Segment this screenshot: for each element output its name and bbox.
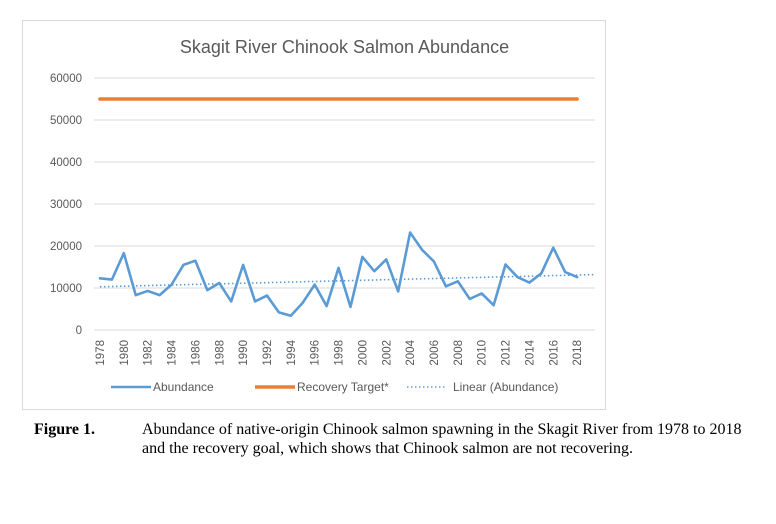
chart-title: Skagit River Chinook Salmon Abundance [180,37,509,57]
figure-caption-text: Abundance of native-origin Chinook salmo… [142,421,742,457]
legend-recovery-target-label: Recovery Target* [297,380,389,394]
x-tick-label: 2006 [429,340,441,366]
x-tick-label: 1992 [262,340,274,366]
y-tick-label: 0 [76,325,82,337]
y-tick-label: 30000 [50,199,82,211]
x-tick-label: 2002 [381,340,393,366]
x-tick-label: 1996 [310,340,322,366]
legend-abundance-label: Abundance [153,380,214,394]
y-tick-label: 20000 [50,241,82,253]
x-tick-label: 2000 [357,340,369,366]
x-tick-label: 1986 [190,340,202,366]
trendline-linear-abundance [99,273,596,288]
x-tick-label: 1988 [214,340,226,366]
x-tick-label: 2016 [548,340,560,366]
x-tick-label: 1990 [238,340,250,366]
figure-label: Figure 1. [34,421,96,438]
x-tick-label: 2014 [524,339,536,365]
abundance-line [98,231,579,318]
y-tick-label: 10000 [50,283,82,295]
x-tick-label: 2012 [501,340,513,366]
abundance-chart: Skagit River Chinook Salmon Abundance 0 10… [50,37,596,394]
x-tick-label: 2010 [477,340,489,366]
legend-linear-abundance-label: Linear (Abundance) [453,380,558,394]
x-tick-label: 1984 [167,339,179,365]
x-tick-label: 1978 [95,340,107,366]
y-tick-label: 50000 [50,115,82,127]
chart-frame: Skagit River Chinook Salmon Abundance 0 10… [22,20,606,410]
x-tick-label: 2018 [572,340,584,366]
x-tick-label: 2008 [453,340,465,366]
y-tick-label: 40000 [50,157,82,169]
x-tick-label: 2004 [405,339,417,365]
x-tick-label: 1980 [119,340,131,366]
x-tick-label: 1998 [334,340,346,366]
x-tick-label: 1994 [286,339,298,365]
x-tick-label: 1982 [143,340,155,366]
y-tick-label: 60000 [50,73,82,85]
